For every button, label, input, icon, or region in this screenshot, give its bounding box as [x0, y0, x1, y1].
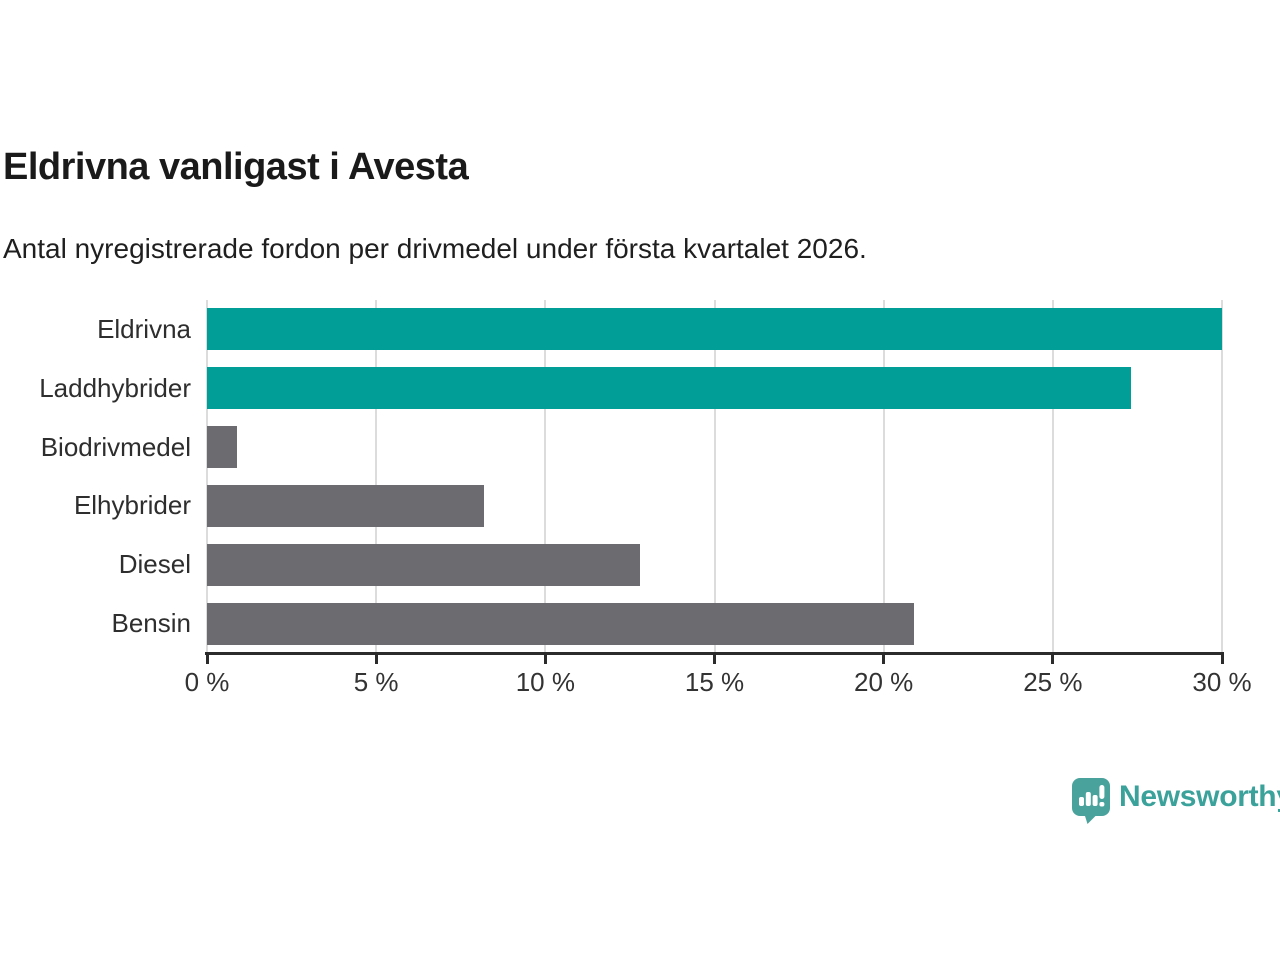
x-tick-25 [1051, 655, 1055, 664]
chart-subtitle: Antal nyregistrerade fordon per drivmede… [3, 233, 867, 264]
x-tick-label-10: 10 % [515, 667, 575, 697]
x-tick-label-30: 30 % [1192, 667, 1252, 697]
category-label-elhybrider: Elhybrider [73, 490, 191, 521]
bar-bensin [207, 602, 915, 645]
gridline-30 [1221, 300, 1223, 653]
gridline-0 [206, 300, 208, 653]
gridline-25 [1051, 300, 1054, 653]
chart-title: Eldrivna vanligast i Avesta [3, 146, 469, 188]
plot-area [206, 300, 1223, 653]
newsworthy-logo: Newsworthy [1072, 778, 1280, 824]
newsworthy-logo-icon [1072, 778, 1110, 824]
category-label-laddhybrider: Laddhybrider [39, 372, 191, 403]
x-axis-line [205, 652, 1224, 655]
bar-eldrivna [207, 308, 1222, 351]
category-label-eldrivna: Eldrivna [97, 313, 191, 344]
x-tick-label-0: 0 % [184, 667, 230, 697]
gridline-10 [544, 300, 547, 653]
bar-elhybrider [207, 484, 485, 527]
x-tick-0 [205, 655, 209, 664]
x-tick-label-25: 25 % [1023, 667, 1083, 697]
x-tick-label-5: 5 % [353, 667, 399, 697]
x-tick-30 [1220, 655, 1224, 664]
gridline-20 [882, 300, 885, 653]
newsworthy-logo-text: Newsworthy [1119, 780, 1280, 813]
x-tick-label-15: 15 % [684, 667, 745, 697]
bar-diesel [207, 543, 641, 586]
category-label-biodrivmedel: Biodrivmedel [40, 431, 191, 462]
x-tick-15 [713, 655, 716, 664]
x-tick-5 [374, 655, 378, 664]
gridline-15 [713, 300, 716, 653]
bar-row-bensin [207, 594, 1222, 653]
x-tick-label-20: 20 % [854, 667, 914, 697]
bar-row-diesel [207, 535, 1222, 594]
bar-row-elhybrider [207, 476, 1222, 535]
x-tick-20 [882, 655, 886, 664]
bar-laddhybrider [207, 367, 1131, 410]
bar-row-biodrivmedel [207, 418, 1222, 477]
bar-row-eldrivna [207, 300, 1222, 359]
category-axis: Eldrivna Laddhybrider Biodrivmedel Elhybrid… [0, 300, 191, 653]
x-tick-10 [543, 655, 547, 664]
category-label-bensin: Bensin [111, 608, 192, 639]
bar-biodrivmedel [207, 426, 238, 469]
bar-row-laddhybrider [207, 359, 1222, 418]
bar-series [207, 300, 1222, 653]
category-label-diesel: Diesel [118, 549, 191, 580]
gridline-5 [375, 300, 378, 653]
